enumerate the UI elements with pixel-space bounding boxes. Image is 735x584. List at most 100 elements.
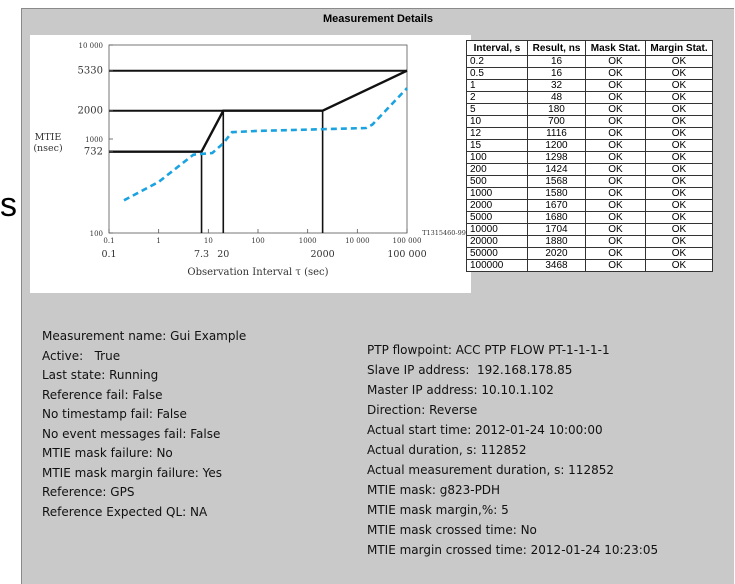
table-cell: 48	[527, 91, 586, 104]
y-tick-label: 5330	[78, 66, 103, 77]
table-row: 500 1568 OK OK	[466, 175, 713, 188]
info-line: Actual start time: 2012-01-24 10:00:00	[367, 423, 603, 437]
info-line: Measurement name: Gui Example	[42, 329, 247, 343]
table-cell: OK	[645, 199, 713, 212]
info-line: MTIE mask margin,%: 5	[367, 503, 509, 517]
table-cell: OK	[645, 79, 713, 92]
table-cell: OK	[645, 163, 713, 176]
y-tick-label: 732	[84, 147, 103, 158]
table-cell: 100	[466, 151, 528, 164]
x-tick-label: 1	[156, 237, 160, 245]
table-cell: OK	[585, 211, 646, 224]
table-cell: 12	[466, 127, 528, 140]
table-cell: OK	[645, 91, 713, 104]
x-secondary-tick-label: 2000	[311, 249, 335, 260]
table-cell: 700	[527, 115, 586, 128]
info-line: Actual measurement duration, s: 112852	[367, 463, 614, 477]
table-row: 2 48 OK OK	[466, 91, 713, 104]
info-line: MTIE mask crossed time: No	[367, 523, 537, 537]
table-cell: 32	[527, 79, 586, 92]
table-cell: 1580	[527, 187, 586, 200]
info-line: No timestamp fail: False	[42, 407, 187, 421]
measurement-info-left: Measurement name: Gui Example Active: Tru…	[42, 327, 246, 522]
info-line: MTIE mask margin failure: Yes	[42, 465, 222, 480]
table-cell: 2000	[466, 199, 528, 212]
table-cell: OK	[585, 127, 646, 140]
table-cell: OK	[645, 211, 713, 224]
info-line: Reference fail: False	[42, 387, 163, 402]
x-secondary-tick-label: 0.1	[101, 249, 116, 260]
table-cell: OK	[585, 67, 646, 80]
table-cell: 180	[527, 103, 586, 116]
table-cell: 1116	[527, 127, 586, 140]
table-cell: 16	[527, 67, 586, 80]
table-cell: 5000	[466, 211, 528, 224]
table-cell: OK	[645, 235, 713, 248]
info-line: MTIE mask failure: No	[42, 446, 173, 460]
info-line: MTIE mask: g823-PDH	[367, 483, 501, 497]
table-cell: OK	[585, 163, 646, 176]
panel-title: Measurement Details	[322, 13, 434, 25]
table-cell: 0.2	[466, 55, 528, 68]
results-body: 0.2 16 OK OK 0.5 16 OK OK 1 32 OK OK 2 48 OK OK 5 180 OK OK…	[466, 55, 713, 272]
table-cell: 1670	[527, 199, 586, 212]
table-cell: 5	[466, 103, 528, 116]
table-cell: 16	[527, 55, 586, 68]
table-row: 2000 1670 OK OK	[466, 199, 713, 212]
mask-line	[109, 69, 408, 153]
table-cell: OK	[585, 187, 646, 200]
x-axis-label: Observation Interval τ (sec)	[187, 267, 328, 278]
table-row: 5 180 OK OK	[466, 103, 713, 116]
x-tick-label: 100 000	[393, 237, 422, 245]
table-cell: 10000	[466, 223, 528, 236]
results-column-header: Margin Stat.	[645, 40, 713, 56]
y-tick-label: 10 000	[79, 42, 104, 50]
info-line: Master IP address: 10.10.1.102	[367, 383, 554, 397]
info-line: PTP flowpoint: ACC PTP FLOW PT-1-1-1-1	[367, 343, 610, 357]
y-tick-label: 1000	[85, 136, 103, 144]
table-cell: OK	[645, 259, 713, 272]
table-cell: 2	[466, 91, 528, 104]
table-cell: 1200	[527, 139, 586, 152]
table-row: 100000 3468 OK OK	[466, 259, 713, 272]
table-cell: OK	[585, 199, 646, 212]
measurement-info-right: PTP flowpoint: ACC PTP FLOW PT-1-1-1-1 Sl…	[367, 340, 658, 560]
table-row: 50000 2020 OK OK	[466, 247, 713, 260]
x-tick-label: 10	[204, 237, 213, 245]
table-row: 10000 1704 OK OK	[466, 223, 713, 236]
x-secondary-tick-label: 100 000	[387, 249, 426, 260]
table-cell: OK	[645, 151, 713, 164]
table-row: 200 1424 OK OK	[466, 163, 713, 176]
y-tick-label: 100	[90, 230, 103, 238]
x-secondary-tick-label: 7.3	[194, 249, 209, 260]
mtie-chart: 10 000 5330 2000 1000 732 100 0.1 1 10 100 1000 10 …	[30, 35, 471, 293]
x-tick-label: 100	[251, 237, 264, 245]
info-line: MTIE margin crossed time: 2012-01-24 10:…	[367, 543, 659, 557]
table-cell: OK	[645, 139, 713, 152]
results-column-header: Mask Stat.	[585, 40, 646, 56]
table-cell: OK	[645, 247, 713, 260]
y-tick-label: 2000	[78, 106, 103, 117]
y-axis-label: (nsec)	[33, 143, 62, 154]
table-cell: OK	[585, 259, 646, 272]
table-cell: 1704	[527, 223, 586, 236]
info-line: Active: True	[42, 348, 121, 363]
plot-frame	[108, 44, 408, 234]
info-line: Reference Expected QL: NA	[42, 504, 208, 519]
info-line: Slave IP address: 192.168.178.85	[367, 363, 573, 377]
results-column-header: Result, ns	[527, 40, 586, 56]
table-cell: OK	[645, 67, 713, 80]
table-cell: 15	[466, 139, 528, 152]
table-cell: 20000	[466, 235, 528, 248]
table-cell: 1000	[466, 187, 528, 200]
table-row: 12 1116 OK OK	[466, 127, 713, 140]
x-secondary-tick-label: 20	[217, 249, 229, 260]
results-column-header: Interval, s	[466, 40, 528, 56]
info-line: Actual duration, s: 112852	[367, 443, 527, 457]
table-cell: 1568	[527, 175, 586, 188]
table-cell: OK	[645, 223, 713, 236]
table-row: 15 1200 OK OK	[466, 139, 713, 152]
table-row: 100 1298 OK OK	[466, 151, 713, 164]
table-cell: OK	[585, 55, 646, 68]
